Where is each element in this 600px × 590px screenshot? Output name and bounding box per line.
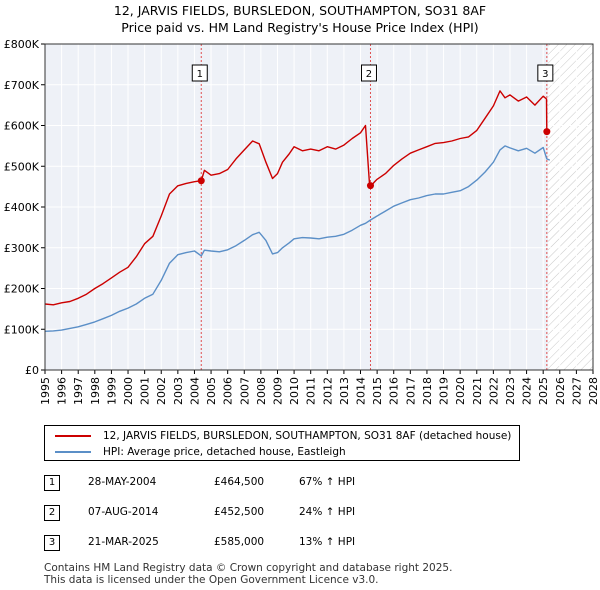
sale-point bbox=[197, 177, 205, 185]
transaction-label-box bbox=[537, 64, 554, 82]
x-tick-label: 2024 bbox=[521, 377, 534, 405]
x-tick-label: 1999 bbox=[105, 377, 118, 405]
row-hpi-change: 24% ↑ HPI bbox=[299, 506, 356, 518]
x-tick-label: 2019 bbox=[438, 377, 451, 405]
x-tick-label: 2012 bbox=[321, 377, 334, 405]
x-tick-label: 2025 bbox=[537, 377, 550, 405]
x-tick-label: 1996 bbox=[56, 377, 69, 405]
x-tick-label: 2001 bbox=[139, 377, 152, 405]
x-tick-label: 1995 bbox=[39, 377, 52, 405]
footer-line-2: This data is licensed under the Open Gov… bbox=[44, 574, 379, 586]
x-tick-label: 2018 bbox=[421, 377, 434, 405]
x-tick-label: 1997 bbox=[72, 377, 85, 405]
x-tick-label: 2021 bbox=[471, 377, 484, 405]
table-row: 2 07-AUG-2014 £452,500 24% ↑ HPI bbox=[44, 500, 564, 530]
row-date: 07-AUG-2014 bbox=[88, 506, 159, 518]
legend-label-property: 12, JARVIS FIELDS, BURSLEDON, SOUTHAMPTO… bbox=[103, 430, 512, 442]
transaction-label: 2 bbox=[366, 69, 372, 80]
x-tick-label: 2008 bbox=[255, 377, 268, 405]
plot-frame bbox=[44, 43, 594, 371]
y-tick-label: £0 bbox=[25, 364, 39, 377]
transaction-label: 1 bbox=[197, 69, 203, 80]
y-tick-label: £200K bbox=[4, 283, 40, 296]
sale-point bbox=[543, 128, 551, 136]
transaction-label-box bbox=[191, 64, 208, 82]
x-tick-label: 2007 bbox=[238, 377, 251, 405]
x-tick-label: 2009 bbox=[271, 377, 284, 405]
row-number-badge: 2 bbox=[44, 505, 60, 521]
x-tick-label: 2006 bbox=[222, 377, 235, 405]
row-date: 28-MAY-2004 bbox=[88, 476, 157, 488]
row-price: £452,500 bbox=[214, 506, 265, 518]
x-tick-label: 2023 bbox=[504, 377, 517, 405]
x-tick-label: 2027 bbox=[570, 377, 583, 405]
price-chart: 1 2 3 1995 1996 1997 1998 1999 2000 2001 2002 2003… bbox=[4, 38, 600, 405]
x-tick-label: 2016 bbox=[388, 377, 401, 405]
property-price-line bbox=[44, 90, 548, 306]
row-number-badge: 1 bbox=[44, 475, 60, 491]
x-tick-label: 2003 bbox=[172, 377, 185, 405]
row-hpi-change: 13% ↑ HPI bbox=[299, 536, 356, 548]
x-tick-label: 2000 bbox=[122, 377, 135, 405]
row-hpi-change: 67% ↑ HPI bbox=[299, 476, 356, 488]
x-tick-label: 2028 bbox=[587, 377, 600, 405]
row-price: £464,500 bbox=[214, 476, 265, 488]
title-line-2: Price paid vs. HM Land Registry's House … bbox=[121, 20, 479, 35]
x-tick-label: 2010 bbox=[288, 377, 301, 405]
x-tick-label: 2011 bbox=[305, 377, 318, 405]
x-tick-label: 2004 bbox=[188, 377, 201, 405]
legend-swatch-hpi bbox=[55, 451, 91, 453]
footer-line-1: Contains HM Land Registry data © Crown c… bbox=[44, 562, 453, 574]
transaction-label-box bbox=[360, 64, 377, 82]
row-price: £585,000 bbox=[214, 536, 265, 548]
transactions-table: 1 28-MAY-2004 £464,500 67% ↑ HPI 2 07-AU… bbox=[44, 470, 564, 560]
footer-attribution: Contains HM Land Registry data © Crown c… bbox=[44, 562, 452, 586]
x-tick-label: 2022 bbox=[487, 377, 500, 405]
table-row: 3 21-MAR-2025 £585,000 13% ↑ HPI bbox=[44, 530, 564, 560]
title-line-1: 12, JARVIS FIELDS, BURSLEDON, SOUTHAMPTO… bbox=[113, 3, 487, 18]
x-tick-label: 2005 bbox=[205, 377, 218, 405]
y-tick-label: £100K bbox=[4, 323, 40, 336]
row-number-badge: 3 bbox=[44, 535, 60, 551]
legend-item-hpi: HPI: Average price, detached house, East… bbox=[55, 444, 346, 460]
row-date: 21-MAR-2025 bbox=[88, 536, 159, 548]
x-tick-label: 2015 bbox=[371, 377, 384, 405]
transaction-label: 3 bbox=[542, 69, 548, 80]
x-tick-label: 1998 bbox=[89, 377, 102, 405]
y-tick-label: £300K bbox=[4, 242, 40, 255]
x-tick-label: 2026 bbox=[554, 377, 567, 405]
x-tick-label: 2020 bbox=[454, 377, 467, 405]
legend-item-property: 12, JARVIS FIELDS, BURSLEDON, SOUTHAMPTO… bbox=[55, 428, 511, 444]
sale-point bbox=[366, 182, 374, 190]
y-tick-label: £500K bbox=[4, 160, 40, 173]
x-tick-label: 2013 bbox=[338, 377, 351, 405]
legend-swatch-property bbox=[55, 435, 91, 437]
legend-label-hpi: HPI: Average price, detached house, East… bbox=[103, 446, 346, 458]
x-tick-label: 2002 bbox=[155, 377, 168, 405]
x-tick-label: 2014 bbox=[355, 377, 368, 405]
chart-title: 12, JARVIS FIELDS, BURSLEDON, SOUTHAMPTO… bbox=[0, 2, 600, 36]
y-tick-label: £600K bbox=[4, 120, 40, 133]
y-tick-label: £800K bbox=[4, 38, 40, 51]
hpi-line bbox=[44, 145, 551, 332]
x-tick-label: 2017 bbox=[404, 377, 417, 405]
y-tick-label: £400K bbox=[4, 201, 40, 214]
y-tick-label: £700K bbox=[4, 79, 40, 92]
table-row: 1 28-MAY-2004 £464,500 67% ↑ HPI bbox=[44, 470, 564, 500]
chart-legend: 12, JARVIS FIELDS, BURSLEDON, SOUTHAMPTO… bbox=[44, 425, 520, 461]
